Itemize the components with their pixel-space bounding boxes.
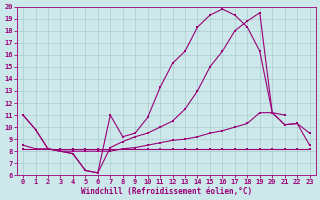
X-axis label: Windchill (Refroidissement éolien,°C): Windchill (Refroidissement éolien,°C)	[81, 187, 252, 196]
